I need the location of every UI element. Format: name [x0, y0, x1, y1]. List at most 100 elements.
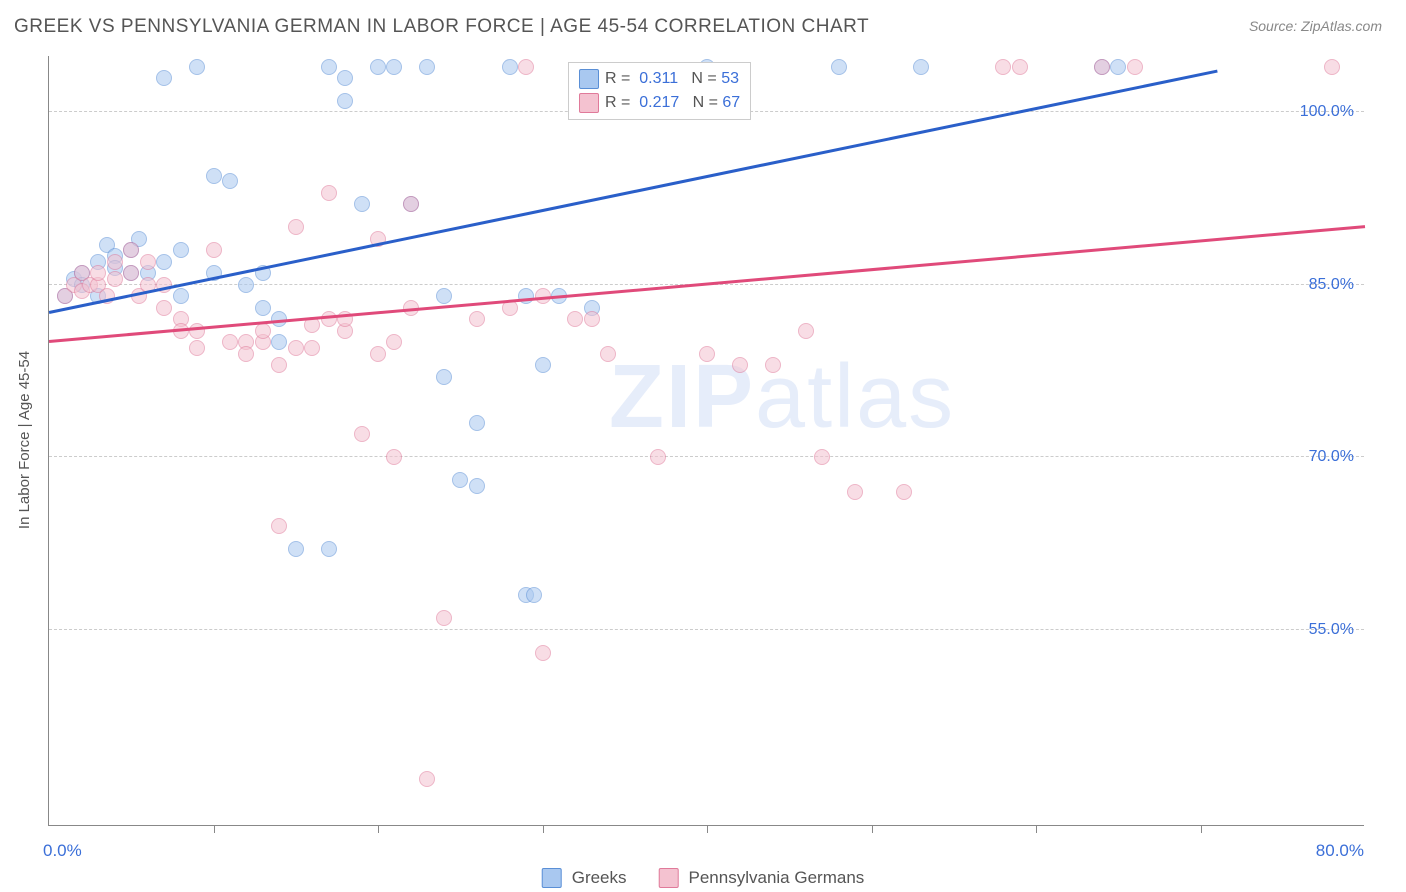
data-point [699, 346, 715, 362]
data-point [913, 59, 929, 75]
data-point [321, 541, 337, 557]
scatter-plot: ZIPatlas 55.0%70.0%85.0%100.0%0.0%80.0% [48, 56, 1364, 826]
x-tick [872, 825, 873, 833]
legend-swatch [542, 868, 562, 888]
data-point [386, 59, 402, 75]
data-point [271, 357, 287, 373]
x-tick [1201, 825, 1202, 833]
data-point [156, 254, 172, 270]
stats-legend: R = 0.311 N = 53 R = 0.217 N = 67 [568, 62, 751, 120]
stats-row: R = 0.217 N = 67 [579, 91, 740, 115]
data-point [469, 415, 485, 431]
data-point [288, 541, 304, 557]
data-point [469, 311, 485, 327]
data-point [206, 168, 222, 184]
data-point [600, 346, 616, 362]
legend-swatch [579, 69, 599, 89]
data-point [995, 59, 1011, 75]
data-point [831, 59, 847, 75]
legend-label: Greeks [572, 868, 627, 888]
data-point [321, 185, 337, 201]
stats-row: R = 0.311 N = 53 [579, 67, 740, 91]
data-point [419, 771, 435, 787]
data-point [526, 587, 542, 603]
data-point [337, 93, 353, 109]
data-point [189, 59, 205, 75]
data-point [140, 254, 156, 270]
x-label-min: 0.0% [43, 841, 82, 861]
data-point [1127, 59, 1143, 75]
data-point [304, 340, 320, 356]
data-point [1110, 59, 1126, 75]
data-point [271, 334, 287, 350]
x-tick [543, 825, 544, 833]
data-point [123, 265, 139, 281]
x-tick [214, 825, 215, 833]
data-point [798, 323, 814, 339]
data-point [238, 346, 254, 362]
legend-label: Pennsylvania Germans [689, 868, 865, 888]
y-tick-label: 70.0% [1309, 448, 1354, 466]
data-point [436, 369, 452, 385]
data-point [1012, 59, 1028, 75]
y-tick-label: 85.0% [1309, 276, 1354, 294]
data-point [518, 59, 534, 75]
data-point [90, 265, 106, 281]
data-point [469, 478, 485, 494]
legend-item: Greeks [542, 868, 627, 888]
data-point [436, 610, 452, 626]
data-point [206, 242, 222, 258]
data-point [1094, 59, 1110, 75]
data-point [238, 277, 254, 293]
data-point [321, 311, 337, 327]
data-point [847, 484, 863, 500]
y-tick-label: 100.0% [1300, 103, 1354, 121]
data-point [765, 357, 781, 373]
data-point [535, 645, 551, 661]
data-point [107, 254, 123, 270]
data-point [436, 288, 452, 304]
data-point [370, 346, 386, 362]
data-point [321, 59, 337, 75]
data-point [584, 311, 600, 327]
data-point [535, 357, 551, 373]
data-point [222, 334, 238, 350]
chart-title: GREEK VS PENNSYLVANIA GERMAN IN LABOR FO… [14, 16, 869, 38]
data-point [189, 323, 205, 339]
stats-text: R = 0.311 N = 53 [605, 70, 739, 88]
source-attribution: Source: ZipAtlas.com [1249, 18, 1382, 34]
stats-text: R = 0.217 N = 67 [605, 94, 740, 112]
data-point [255, 300, 271, 316]
data-point [386, 334, 402, 350]
data-point [288, 219, 304, 235]
data-point [403, 196, 419, 212]
data-point [419, 59, 435, 75]
data-point [1324, 59, 1340, 75]
data-point [189, 340, 205, 356]
y-tick-label: 55.0% [1309, 621, 1354, 639]
x-tick [707, 825, 708, 833]
data-point [271, 518, 287, 534]
legend-swatch [659, 868, 679, 888]
data-point [502, 59, 518, 75]
watermark: ZIPatlas [609, 346, 955, 449]
data-point [567, 311, 583, 327]
data-point [222, 173, 238, 189]
data-point [814, 449, 830, 465]
legend-item: Pennsylvania Germans [659, 868, 865, 888]
x-label-max: 80.0% [1316, 841, 1364, 861]
data-point [107, 271, 123, 287]
data-point [732, 357, 748, 373]
data-point [156, 70, 172, 86]
data-point [386, 449, 402, 465]
data-point [518, 288, 534, 304]
data-point [452, 472, 468, 488]
chart-container: GREEK VS PENNSYLVANIA GERMAN IN LABOR FO… [0, 0, 1406, 892]
x-tick [378, 825, 379, 833]
gridline-h [49, 629, 1364, 630]
data-point [650, 449, 666, 465]
data-point [288, 340, 304, 356]
legend-swatch [579, 93, 599, 113]
gridline-h [49, 456, 1364, 457]
data-point [896, 484, 912, 500]
